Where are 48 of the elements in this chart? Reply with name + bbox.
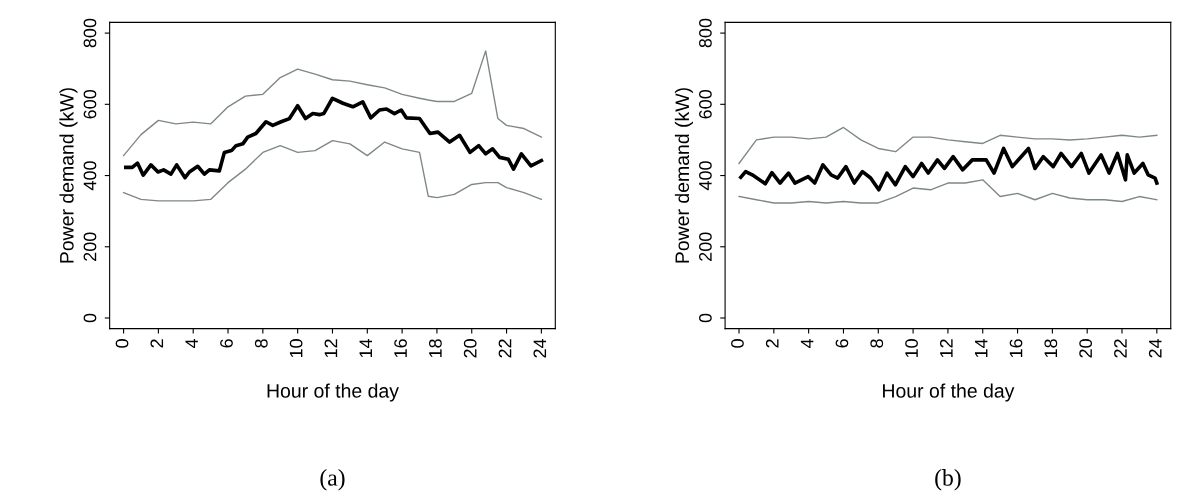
x-tick-label: 8 [254, 339, 268, 348]
x-tick-label: 2 [150, 339, 164, 348]
y-tick-label: 200 [83, 232, 97, 261]
y-tick-label: 400 [699, 161, 712, 191]
line-series [738, 146, 1159, 192]
x-tick-label: 20 [463, 339, 477, 358]
text: (a) [320, 469, 345, 491]
x-tick-label: 16 [394, 339, 407, 358]
line-series [122, 50, 543, 157]
x-tick-label: 24 [533, 338, 547, 358]
y-tick-label: 200 [699, 232, 712, 261]
x-tick-label: 16 [1009, 339, 1023, 358]
y-axis-title: Power demand (kW) [674, 88, 693, 263]
text: (b) [935, 469, 961, 491]
line-series [124, 96, 544, 180]
y-tick-label: 0 [699, 313, 712, 323]
x-tick-label: 4 [800, 338, 814, 349]
x-tick-label: 14 [359, 338, 372, 358]
x-tick-label: 6 [220, 339, 233, 348]
x-tick-label: 18 [1044, 339, 1058, 358]
y-tick-label: 800 [699, 18, 712, 48]
x-tick-label: 24 [1148, 338, 1162, 358]
x-tick-label: 12 [939, 339, 953, 358]
x-tick-label: 22 [498, 339, 512, 358]
y-axis-title: Power demand (kW) [59, 88, 78, 263]
x-tick-label: 10 [289, 339, 303, 358]
line-series [738, 179, 1158, 204]
x-tick-label: 4 [185, 338, 198, 349]
x-axis-title: Hour of the day [883, 383, 1015, 402]
line-series [122, 139, 543, 202]
x-tick-label: 6 [835, 339, 849, 348]
x-tick-label: 12 [324, 339, 338, 358]
x-tick-label: 20 [1079, 339, 1093, 358]
y-tick-label: 800 [83, 18, 97, 48]
x-tick-label: 14 [974, 338, 988, 358]
y-tick-label: 400 [83, 161, 97, 191]
x-tick-label: 0 [115, 339, 129, 348]
y-tick-label: 600 [83, 89, 97, 119]
x-tick-label: 8 [870, 339, 884, 348]
x-tick-label: 10 [905, 339, 918, 358]
y-tick-label: 600 [699, 89, 712, 119]
y-tick-label: 0 [83, 313, 97, 323]
x-tick-label: 0 [731, 339, 744, 348]
line-series [738, 126, 1158, 165]
x-tick-label: 18 [428, 339, 442, 358]
x-tick-label: 2 [765, 339, 779, 348]
x-axis-title: Hour of the day [267, 383, 399, 402]
x-tick-label: 22 [1114, 339, 1127, 358]
